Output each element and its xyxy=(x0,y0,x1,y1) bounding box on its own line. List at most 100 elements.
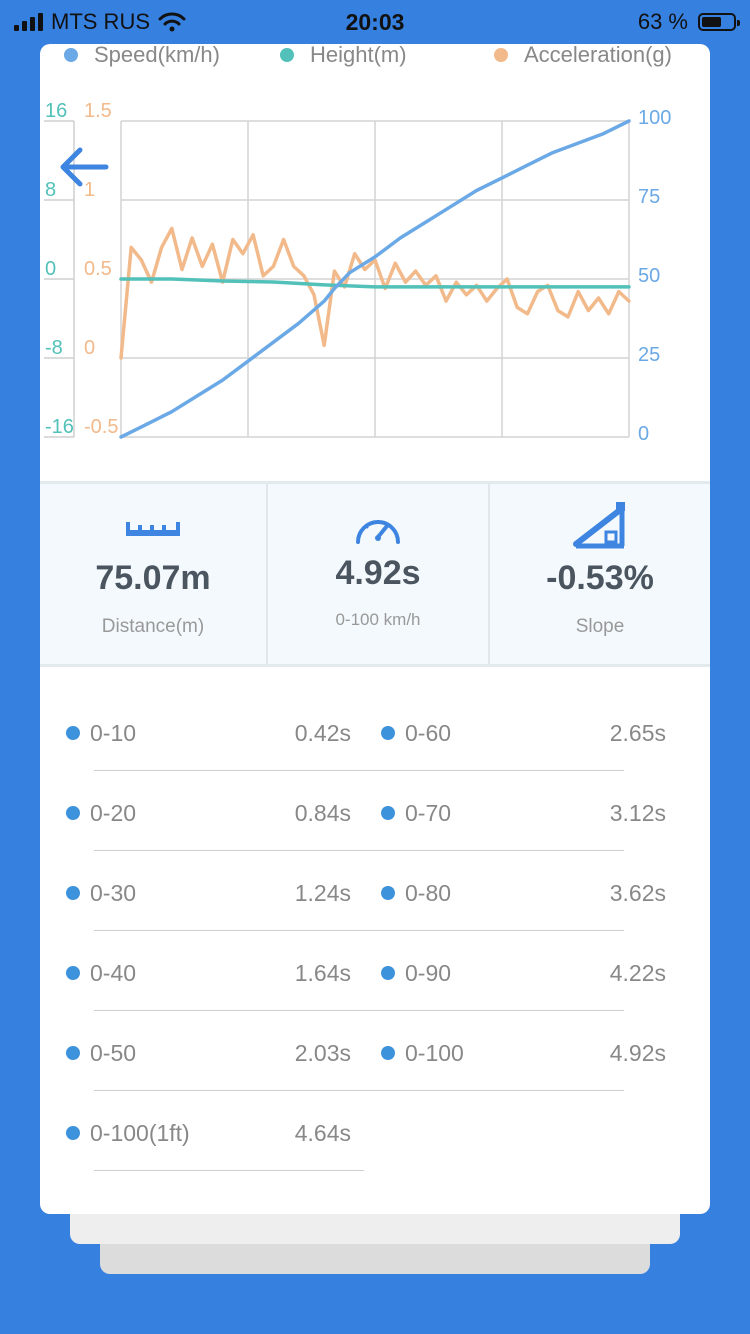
split-label: 0-60 xyxy=(405,720,452,746)
tick-label-speed: 50 xyxy=(638,265,660,287)
tick-label-speed: 100 xyxy=(638,107,671,129)
signal-icon xyxy=(14,13,43,31)
tick-label-height: 0 xyxy=(45,258,56,280)
back-button[interactable] xyxy=(56,142,112,192)
tick-label-height: -16 xyxy=(45,416,74,438)
clock: 20:03 xyxy=(345,9,405,35)
split-time-row: 0-60 2.65s xyxy=(355,684,690,764)
legend-item-speed: Speed(km/h) xyxy=(64,44,220,68)
split-time-row: 0-20 0.84s xyxy=(40,764,624,851)
row-bullet xyxy=(66,726,80,740)
row-bullet xyxy=(66,1046,80,1060)
split-label: 0-40 xyxy=(90,960,137,986)
series-line-speed xyxy=(119,119,631,439)
tick-label-acceleration: 1.5 xyxy=(84,100,112,122)
wifi-icon xyxy=(158,12,186,32)
row-bullet xyxy=(66,1126,80,1140)
row-divider xyxy=(94,1170,364,1171)
legend-label-height: Height(m) xyxy=(310,44,407,67)
status-bar: MTS RUS 20:03 63 % xyxy=(0,0,750,44)
stat-slope: -0.53% Slope xyxy=(488,484,710,664)
zero-to-hundred-value: 4.92s xyxy=(335,554,421,592)
row-bullet xyxy=(66,886,80,900)
split-value: 2.03s xyxy=(294,1040,351,1066)
split-label: 0-70 xyxy=(405,800,452,826)
split-value: 4.64s xyxy=(294,1120,351,1146)
row-divider xyxy=(94,1010,624,1011)
tick-label-height: -8 xyxy=(45,337,63,359)
stats-panel: 75.07m Distance(m) 4.92s 0-100 km/h xyxy=(40,481,710,667)
slope-icon xyxy=(573,502,625,549)
tick-label-height: 16 xyxy=(45,100,67,122)
split-time-row: 0-40 1.64s xyxy=(40,924,624,1011)
distance-label: Distance(m) xyxy=(101,616,205,637)
split-time-row: 0-50 2.03s xyxy=(40,1004,624,1091)
battery-icon xyxy=(698,13,740,31)
tick-label-speed: 75 xyxy=(638,186,660,208)
split-value: 3.62s xyxy=(609,880,666,906)
back-arrow-icon xyxy=(60,147,109,187)
split-label: 0-100 xyxy=(405,1040,464,1066)
tick-label-height: 8 xyxy=(45,179,56,201)
row-divider xyxy=(94,850,624,851)
row-bullet xyxy=(381,966,395,980)
split-value: 4.92s xyxy=(609,1040,666,1066)
split-time-row: 0-70 3.12s xyxy=(355,764,690,844)
tick-label-acceleration: 0.5 xyxy=(84,258,112,280)
split-value: 1.64s xyxy=(294,960,351,986)
result-card: Speed(km/h) Height(m) Acceleration(g) 16… xyxy=(40,44,710,1214)
split-label: 0-10 xyxy=(90,720,137,746)
legend-item-acceleration: Acceleration(g) xyxy=(494,44,672,68)
series-line-height xyxy=(119,277,631,289)
legend-swatch xyxy=(64,48,78,62)
split-label: 0-20 xyxy=(90,800,137,826)
row-divider xyxy=(94,930,624,931)
battery-percent: 63 % xyxy=(637,9,688,34)
legend-swatch xyxy=(494,48,508,62)
split-label: 0-100(1ft) xyxy=(90,1120,190,1146)
row-divider xyxy=(94,770,624,771)
split-value: 1.24s xyxy=(294,880,351,906)
legend-item-height: Height(m) xyxy=(280,44,407,68)
row-divider xyxy=(94,1090,624,1091)
distance-value: 75.07m xyxy=(95,559,211,597)
tick-label-acceleration: -0.5 xyxy=(84,416,118,438)
split-value: 3.12s xyxy=(609,800,666,826)
speedometer-icon xyxy=(356,520,400,544)
stat-acceleration-time: 4.92s 0-100 km/h xyxy=(266,484,488,664)
split-value: 0.84s xyxy=(294,800,351,826)
split-time-row: 0-100 4.92s xyxy=(355,1004,690,1084)
split-value: 2.65s xyxy=(609,720,666,746)
row-bullet xyxy=(381,886,395,900)
split-label: 0-90 xyxy=(405,960,452,986)
tick-label-acceleration: 0 xyxy=(84,337,95,359)
legend-label-acceleration: Acceleration(g) xyxy=(524,44,672,67)
slope-label: Slope xyxy=(575,616,625,637)
split-time-row: 0-10 0.42s xyxy=(40,684,624,771)
tick-label-acceleration: 1 xyxy=(84,179,95,201)
stat-distance: 75.07m Distance(m) xyxy=(40,484,266,664)
tick-label-speed: 25 xyxy=(638,344,660,366)
split-value: 4.22s xyxy=(609,960,666,986)
zero-to-hundred-label: 0-100 km/h xyxy=(335,610,421,629)
slope-value: -0.53% xyxy=(546,559,654,597)
split-label: 0-50 xyxy=(90,1040,137,1066)
split-time-row: 0-30 1.24s xyxy=(40,844,624,931)
split-time-row: 0-90 4.22s xyxy=(355,924,690,1004)
row-bullet xyxy=(66,966,80,980)
tick-label-speed: 0 xyxy=(638,423,649,445)
split-label: 0-30 xyxy=(90,880,137,906)
chart-legend: Speed(km/h) Height(m) Acceleration(g) xyxy=(40,44,710,68)
ruler-icon xyxy=(126,522,180,536)
legend-swatch xyxy=(280,48,294,62)
performance-chart: 16 8 0 -8 -16 1.5 1 0.5 0 -0.5 100 75 50 25 0 xyxy=(44,100,671,445)
carrier-name: MTS RUS xyxy=(51,9,150,34)
split-label: 0-80 xyxy=(405,880,452,906)
row-bullet xyxy=(381,806,395,820)
split-time-row: 0-80 3.62s xyxy=(355,844,690,924)
row-bullet xyxy=(381,726,395,740)
split-value: 0.42s xyxy=(294,720,351,746)
legend-label-speed: Speed(km/h) xyxy=(94,44,220,67)
row-bullet xyxy=(381,1046,395,1060)
split-time-row: 0-100(1ft) 4.64s xyxy=(40,1084,375,1171)
